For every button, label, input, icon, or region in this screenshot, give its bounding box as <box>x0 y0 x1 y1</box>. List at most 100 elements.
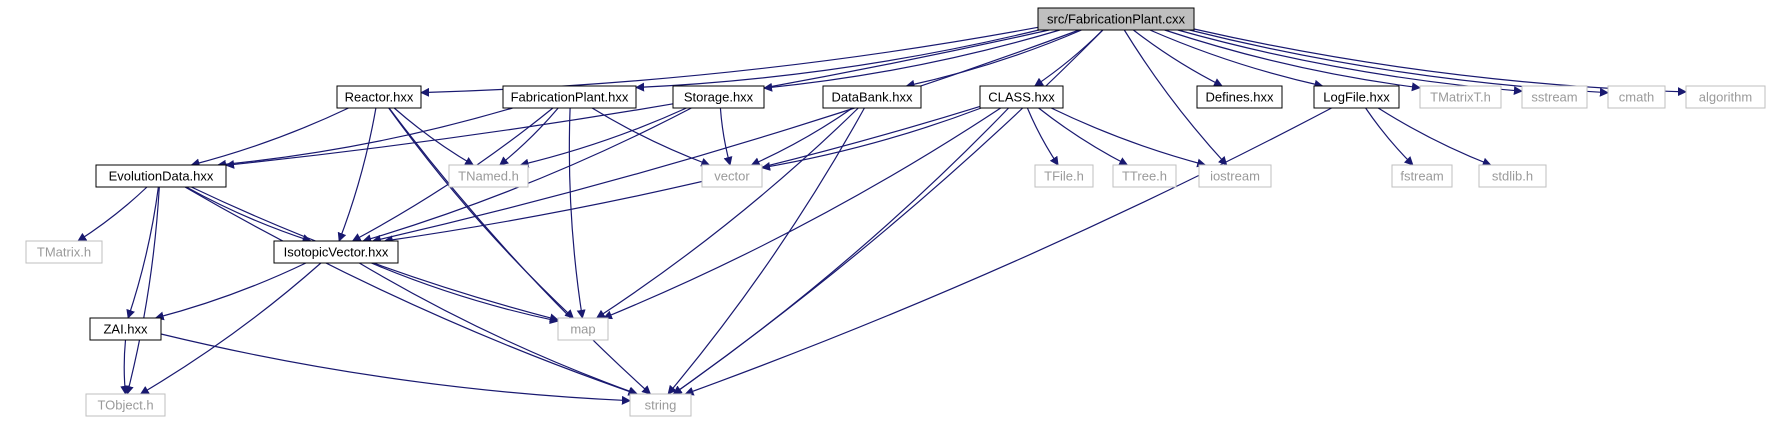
node-box-root <box>1037 7 1195 31</box>
node-string[interactable]: string <box>629 393 692 417</box>
node-box-logfile <box>1313 85 1400 109</box>
edge-root-to-tmatrixt <box>1164 29 1421 92</box>
edge-logfile-to-string <box>684 107 1332 396</box>
edge-root-to-defines <box>1133 29 1223 87</box>
edge-root-to-string <box>672 29 1104 395</box>
node-logfile[interactable]: LogFile.hxx <box>1313 85 1400 109</box>
node-defines[interactable]: Defines.hxx <box>1196 85 1283 109</box>
edge-storage-to-tnamed <box>519 107 687 168</box>
edge-databank-to-string <box>667 107 865 395</box>
node-box-fabplant <box>502 85 637 109</box>
node-isotopic[interactable]: IsotopicVector.hxx <box>273 240 399 264</box>
node-tobject[interactable]: TObject.h <box>85 393 166 417</box>
edge-evolution-to-tobject <box>124 186 160 395</box>
node-box-defines <box>1196 85 1283 109</box>
edge-reactor-to-map <box>388 107 574 319</box>
node-label-fabplant: FabricationPlant.hxx <box>511 90 629 105</box>
edge-isotopic-to-string <box>358 262 639 396</box>
node-label-vector: vector <box>714 169 750 184</box>
node-map[interactable]: map <box>557 317 609 341</box>
node-tnamed[interactable]: TNamed.h <box>448 164 529 188</box>
node-stdlib[interactable]: stdlib.h <box>1478 164 1547 188</box>
edge-zai-to-string <box>160 333 631 405</box>
node-algorithm[interactable]: algorithm <box>1685 85 1766 109</box>
node-sstream[interactable]: sstream <box>1521 85 1588 109</box>
node-box-storage <box>672 85 765 109</box>
edge-databank-to-map <box>595 107 859 319</box>
node-label-string: string <box>645 398 677 413</box>
node-fabplant[interactable]: FabricationPlant.hxx <box>502 85 637 109</box>
node-vector[interactable]: vector <box>701 164 763 188</box>
edge-zai-to-tobject <box>120 339 130 395</box>
node-ttree[interactable]: TTree.h <box>1112 164 1177 188</box>
edge-fabplant-to-evolution <box>217 107 513 169</box>
edge-class-to-iostream <box>1050 107 1207 168</box>
node-box-string <box>629 393 692 417</box>
edge-root-to-databank <box>905 29 1082 89</box>
node-box-cmath <box>1607 85 1666 109</box>
node-label-tnamed: TNamed.h <box>458 169 519 184</box>
node-tmatrixt[interactable]: TMatrixT.h <box>1419 85 1502 109</box>
edge-evolution-to-isotopic <box>186 186 312 243</box>
node-box-databank <box>822 85 922 109</box>
node-box-reactor <box>336 85 422 109</box>
node-label-defines: Defines.hxx <box>1206 90 1274 105</box>
node-label-fstream: fstream <box>1400 169 1443 184</box>
edge-class-to-map <box>602 107 1002 320</box>
node-box-zai <box>89 317 162 341</box>
edge-isotopic-to-map <box>371 262 559 324</box>
node-box-map <box>557 317 609 341</box>
node-iostream[interactable]: iostream <box>1198 164 1272 188</box>
node-box-tmatrixt <box>1419 85 1502 109</box>
node-box-class <box>979 85 1064 109</box>
nodes-layer: src/FabricationPlant.cxx Reactor.hxx Fabri… <box>25 7 1766 417</box>
node-tmatrix[interactable]: TMatrix.h <box>25 240 103 264</box>
node-label-stdlib: stdlib.h <box>1492 169 1533 184</box>
node-box-stdlib <box>1478 164 1547 188</box>
node-label-tmatrixt: TMatrixT.h <box>1430 90 1491 105</box>
edge-reactor-to-string <box>388 107 652 395</box>
node-tfile[interactable]: TFile.h <box>1034 164 1094 188</box>
edge-logfile-to-stdlib <box>1377 107 1492 167</box>
node-zai[interactable]: ZAI.hxx <box>89 317 162 341</box>
node-evolution[interactable]: EvolutionData.hxx <box>95 164 227 188</box>
node-label-isotopic: IsotopicVector.hxx <box>284 245 389 260</box>
node-label-algorithm: algorithm <box>1699 90 1752 105</box>
edge-root-to-class <box>1034 29 1104 87</box>
edge-root-to-isotopic <box>371 29 1080 244</box>
edge-isotopic-to-zai <box>154 262 307 321</box>
edge-evolution-to-tmatrix <box>77 186 148 242</box>
node-root[interactable]: src/FabricationPlant.cxx <box>1037 7 1195 31</box>
node-class[interactable]: CLASS.hxx <box>979 85 1064 109</box>
edge-class-to-vector <box>761 107 982 171</box>
node-label-tobject: TObject.h <box>97 398 153 413</box>
node-cmath[interactable]: cmath <box>1607 85 1666 109</box>
edge-reactor-to-evolution <box>190 107 349 168</box>
node-label-tfile: TFile.h <box>1044 169 1084 184</box>
node-box-isotopic <box>273 240 399 264</box>
edge-reactor-to-tnamed <box>393 107 475 166</box>
node-label-map: map <box>570 322 595 337</box>
node-fstream[interactable]: fstream <box>1391 164 1453 188</box>
node-storage[interactable]: Storage.hxx <box>672 85 765 109</box>
edge-root-to-storage <box>763 29 1061 92</box>
node-label-logfile: LogFile.hxx <box>1323 90 1390 105</box>
node-box-tmatrix <box>25 240 103 264</box>
edge-storage-to-isotopic <box>362 107 692 244</box>
node-label-storage: Storage.hxx <box>684 90 754 105</box>
edge-class-to-string <box>672 107 1010 395</box>
node-databank[interactable]: DataBank.hxx <box>822 85 922 109</box>
edge-logfile-to-fstream <box>1365 107 1414 166</box>
edge-class-to-isotopic <box>383 105 981 245</box>
node-reactor[interactable]: Reactor.hxx <box>336 85 422 109</box>
edge-class-to-tfile <box>1026 107 1059 166</box>
edge-databank-to-vector <box>750 107 853 166</box>
node-box-algorithm <box>1685 85 1766 109</box>
edge-evolution-to-string <box>184 186 638 396</box>
node-box-vector <box>701 164 763 188</box>
edge-root-to-fabplant <box>635 29 1040 92</box>
node-label-tmatrix: TMatrix.h <box>37 245 91 260</box>
node-label-databank: DataBank.hxx <box>832 90 913 105</box>
node-box-tnamed <box>448 164 529 188</box>
edges-layer <box>77 26 1687 405</box>
